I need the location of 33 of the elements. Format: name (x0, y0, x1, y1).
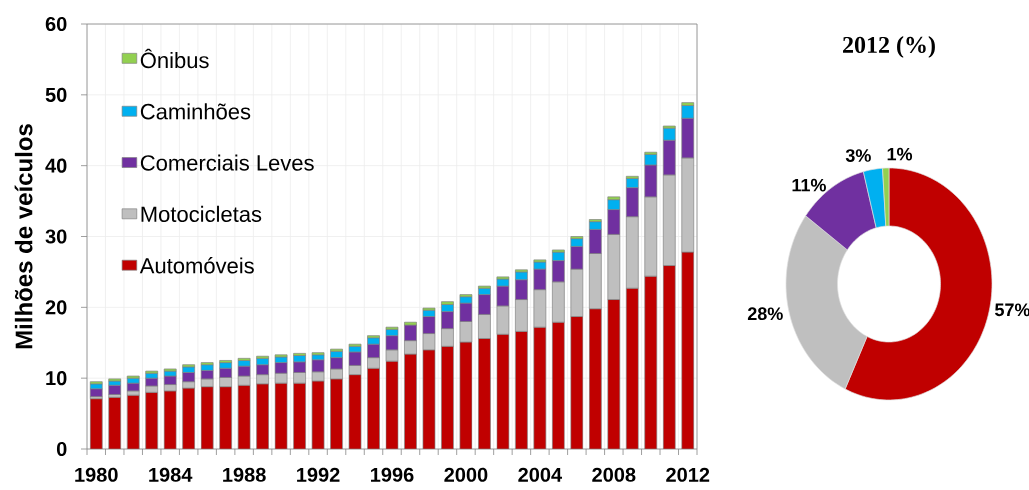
bar (311, 352, 325, 356)
y-tick-label: 40 (45, 158, 67, 173)
legend-label: Automóveis (139, 257, 254, 274)
x-tick-label: 2012 (666, 467, 710, 482)
x-tick-label: 2000 (444, 467, 488, 482)
y-tick-label: 50 (45, 87, 67, 102)
y-tick-label: 10 (46, 371, 67, 386)
chart-title: 2012 (%) (843, 36, 935, 58)
x-tick-label: 1984 (149, 467, 193, 482)
y-tick-label: 0 (56, 441, 67, 457)
x-tick-label: 2004 (518, 467, 563, 482)
bar (89, 388, 103, 397)
data-label: 11% (792, 178, 826, 192)
data-label: 3% (845, 149, 871, 162)
y-tick-label: 20 (45, 300, 67, 315)
bar (89, 381, 103, 385)
legend-label: Comerciais Leves (140, 154, 314, 171)
bar (108, 378, 122, 382)
data-label: 28% (747, 307, 783, 321)
data-label: 1% (887, 147, 913, 161)
x-tick-label: 1980 (75, 467, 118, 482)
x-tick-label: 1996 (371, 467, 414, 482)
y-tick-label: 60 (45, 16, 67, 32)
x-tick-label: 2008 (592, 467, 636, 482)
y-axis-title: Milhões de veículos (14, 124, 33, 349)
bar (126, 382, 140, 392)
legend-label: Caminhões (140, 103, 251, 120)
legend-label: Ônibus (140, 48, 209, 69)
y-tick-label: 30 (45, 229, 67, 244)
x-tick-label: 1988 (223, 467, 266, 482)
bar (108, 384, 122, 395)
legend-label: Motocicletas (141, 205, 262, 222)
x-tick-label: 1992 (297, 467, 340, 482)
